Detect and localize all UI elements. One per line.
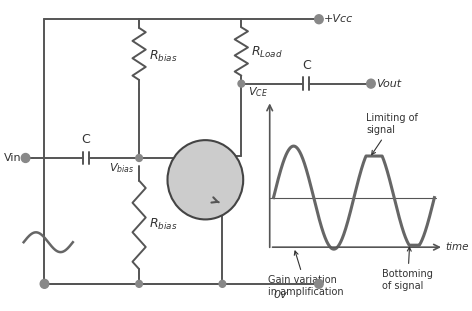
Circle shape bbox=[315, 279, 323, 288]
Circle shape bbox=[136, 281, 143, 287]
Text: $V_{bias}$: $V_{bias}$ bbox=[109, 161, 135, 175]
Circle shape bbox=[136, 155, 143, 161]
Text: $R_{bias}$: $R_{bias}$ bbox=[149, 49, 177, 64]
Text: Vout: Vout bbox=[376, 79, 401, 89]
Circle shape bbox=[238, 80, 244, 87]
Circle shape bbox=[219, 281, 226, 287]
Text: Vin: Vin bbox=[4, 153, 22, 163]
Text: time: time bbox=[446, 242, 469, 252]
Text: $R_{bias}$: $R_{bias}$ bbox=[149, 217, 177, 232]
Text: $R_{Load}$: $R_{Load}$ bbox=[251, 45, 283, 60]
Circle shape bbox=[315, 15, 323, 24]
Text: C: C bbox=[82, 133, 91, 146]
Text: C: C bbox=[302, 59, 311, 72]
Text: Bottoming
of signal: Bottoming of signal bbox=[382, 247, 433, 290]
Text: Limiting of
signal: Limiting of signal bbox=[366, 114, 418, 155]
Circle shape bbox=[40, 279, 49, 288]
Circle shape bbox=[21, 154, 30, 162]
Text: +Vcc: +Vcc bbox=[324, 14, 353, 24]
Text: 0v: 0v bbox=[273, 290, 287, 300]
Text: $V_{CE}$: $V_{CE}$ bbox=[248, 85, 268, 99]
Text: Gain variation
in amplification: Gain variation in amplification bbox=[268, 251, 344, 296]
Circle shape bbox=[168, 140, 243, 220]
Circle shape bbox=[367, 79, 375, 88]
